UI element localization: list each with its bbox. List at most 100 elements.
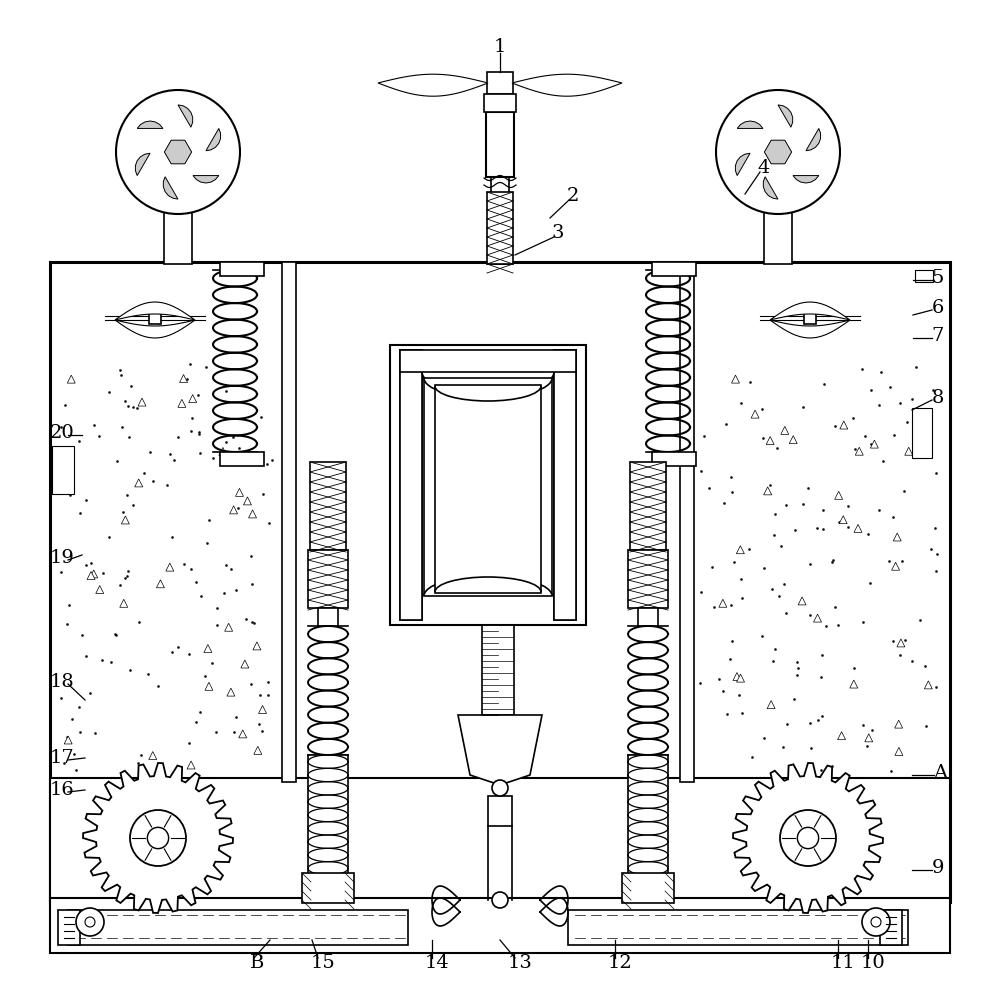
Polygon shape — [178, 400, 186, 407]
Polygon shape — [870, 440, 878, 448]
Polygon shape — [764, 140, 792, 164]
Polygon shape — [156, 580, 164, 587]
Bar — [554, 350, 576, 620]
Bar — [758, 200, 798, 210]
Bar — [628, 755, 668, 875]
Polygon shape — [249, 510, 257, 518]
Bar — [220, 452, 264, 466]
Polygon shape — [458, 715, 542, 785]
Polygon shape — [732, 375, 740, 383]
Bar — [652, 262, 696, 276]
Polygon shape — [781, 426, 789, 434]
Polygon shape — [764, 487, 772, 494]
Polygon shape — [254, 747, 262, 755]
Polygon shape — [798, 597, 806, 605]
Polygon shape — [512, 74, 622, 96]
Circle shape — [797, 828, 819, 849]
Circle shape — [492, 892, 508, 908]
Polygon shape — [225, 623, 233, 631]
Bar — [390, 345, 586, 625]
Bar — [568, 910, 908, 945]
Bar — [880, 910, 902, 945]
Polygon shape — [115, 320, 195, 338]
Polygon shape — [241, 660, 249, 668]
Polygon shape — [205, 682, 213, 690]
Bar — [912, 408, 932, 458]
Polygon shape — [219, 447, 227, 455]
Polygon shape — [378, 74, 488, 96]
Bar — [50, 778, 950, 902]
Circle shape — [862, 908, 890, 936]
Polygon shape — [736, 546, 744, 554]
Polygon shape — [840, 421, 848, 429]
Bar — [400, 350, 422, 620]
Bar — [628, 550, 668, 608]
Circle shape — [492, 780, 508, 796]
Text: 15: 15 — [311, 954, 335, 972]
Bar — [308, 550, 348, 608]
Bar — [915, 270, 933, 282]
Polygon shape — [206, 129, 221, 150]
Bar — [50, 898, 950, 953]
Polygon shape — [137, 121, 163, 129]
Polygon shape — [164, 140, 192, 164]
Bar — [652, 452, 696, 466]
Polygon shape — [839, 515, 847, 523]
Bar — [638, 608, 658, 626]
Bar — [220, 262, 264, 276]
Polygon shape — [778, 105, 793, 128]
Polygon shape — [115, 302, 195, 320]
Polygon shape — [806, 129, 821, 150]
Text: 13: 13 — [508, 954, 532, 972]
Text: 6: 6 — [932, 299, 944, 317]
Bar — [760, 190, 796, 202]
Text: A: A — [933, 764, 947, 782]
Bar — [318, 608, 338, 626]
Polygon shape — [735, 153, 750, 176]
Bar — [764, 200, 792, 264]
Polygon shape — [770, 320, 850, 338]
Bar — [400, 350, 422, 620]
Text: 8: 8 — [932, 389, 944, 407]
Polygon shape — [227, 688, 235, 696]
Text: 10: 10 — [861, 954, 885, 972]
Text: 20: 20 — [50, 424, 74, 442]
Polygon shape — [64, 736, 72, 744]
Polygon shape — [895, 748, 903, 756]
Bar — [487, 192, 513, 264]
Polygon shape — [897, 639, 905, 647]
Polygon shape — [178, 105, 193, 128]
Text: 1: 1 — [494, 38, 506, 56]
Polygon shape — [814, 614, 822, 622]
Polygon shape — [235, 489, 243, 496]
Bar — [50, 262, 950, 902]
Polygon shape — [733, 763, 883, 913]
Polygon shape — [895, 720, 903, 728]
Text: 7: 7 — [932, 327, 944, 345]
Bar — [804, 312, 816, 324]
Bar — [435, 385, 541, 593]
Polygon shape — [166, 563, 174, 571]
Polygon shape — [96, 585, 104, 593]
Text: B: B — [250, 954, 264, 972]
Bar — [308, 755, 348, 875]
Text: 5: 5 — [932, 269, 944, 287]
Polygon shape — [180, 375, 188, 383]
Bar — [310, 462, 346, 550]
Polygon shape — [737, 674, 745, 682]
Text: 9: 9 — [932, 859, 944, 877]
Bar — [680, 262, 694, 782]
Polygon shape — [766, 436, 774, 445]
Polygon shape — [138, 398, 146, 406]
Circle shape — [76, 908, 104, 936]
Text: 3: 3 — [552, 224, 564, 242]
Text: 16: 16 — [50, 781, 74, 799]
Bar — [160, 190, 196, 202]
Polygon shape — [892, 562, 900, 571]
Polygon shape — [854, 524, 862, 532]
Polygon shape — [838, 732, 846, 740]
Polygon shape — [163, 177, 178, 199]
Bar — [482, 625, 514, 715]
Bar — [58, 910, 80, 945]
Polygon shape — [835, 492, 843, 499]
